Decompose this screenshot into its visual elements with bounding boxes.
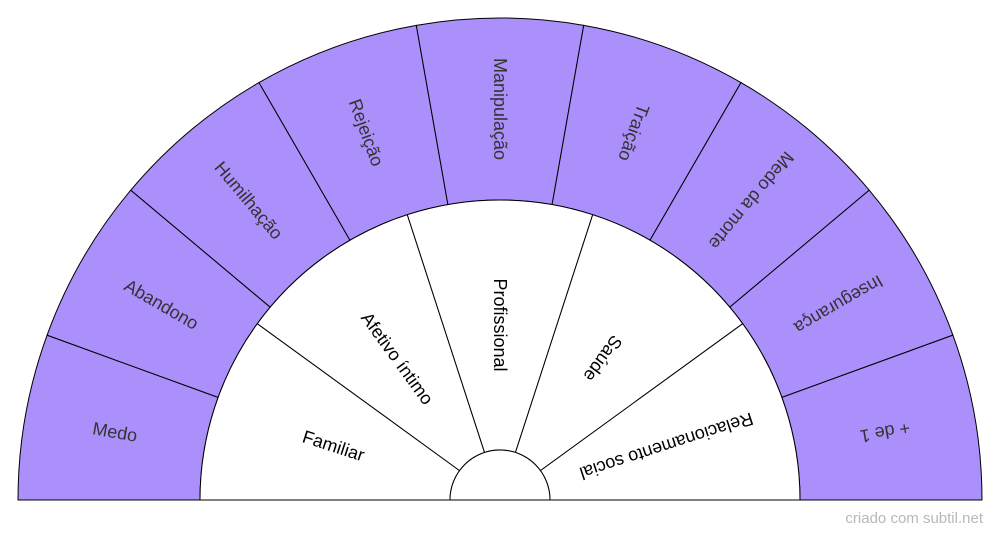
credit-text: criado com subtil.net xyxy=(845,510,983,527)
outer-label-manipulacao: Manipulação xyxy=(490,58,510,160)
center-hub xyxy=(449,449,551,501)
inner-label-profissional: Profissional xyxy=(490,278,510,371)
